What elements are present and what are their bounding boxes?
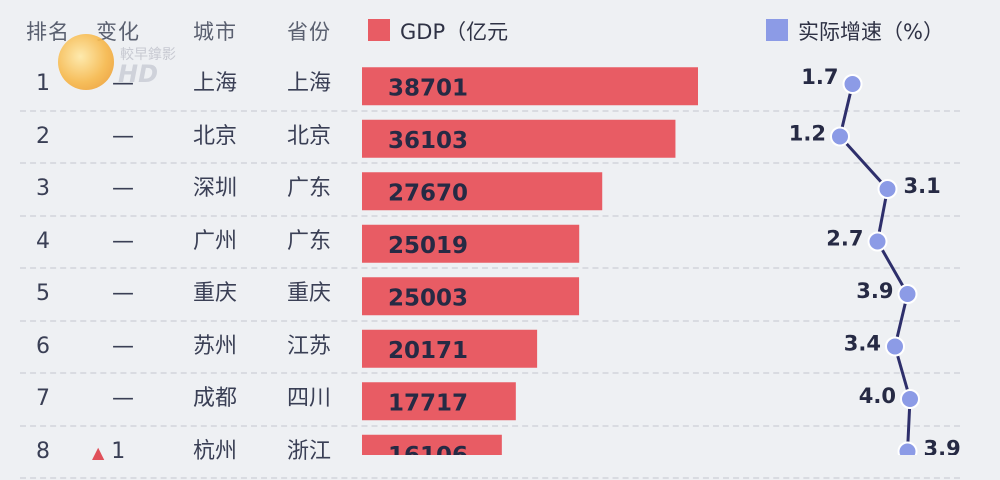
gdp-bar: [362, 277, 580, 316]
gdp-bar: [362, 172, 603, 211]
growth-point: [877, 179, 898, 199]
city-cell: 重庆: [193, 281, 238, 306]
row-separator: [20, 214, 960, 217]
gdp-data-label: 17717: [388, 390, 468, 416]
change-cell: —: [112, 176, 134, 201]
row-separator: [20, 109, 960, 112]
row-separator: [20, 424, 960, 427]
gdp-bar: [362, 224, 580, 263]
row-separator: [20, 162, 960, 164]
rank-cell: 2: [36, 123, 50, 149]
change-cell: —: [112, 123, 134, 149]
table-row: 2 — 北京 北京: [0, 110, 1000, 164]
rank-cell: 5: [36, 281, 50, 306]
gdp-bar: [362, 67, 698, 106]
change-cell: —: [112, 71, 134, 96]
table-row: 4 — 广州 广东: [0, 215, 1000, 269]
province-cell: 江苏: [287, 333, 332, 359]
city-header: 城市: [193, 20, 237, 44]
growth-data-label: 3.1: [904, 174, 941, 198]
growth-point: [830, 126, 850, 147]
hd-watermark: HD: [118, 60, 159, 88]
gdp-data-label: 36103: [388, 128, 468, 154]
gdp-data-label: 25019: [388, 233, 468, 259]
row-separator: [20, 372, 960, 374]
table-row: 7 — 成都 四川: [0, 372, 1000, 426]
city-cell: 苏州: [193, 333, 238, 359]
province-cell: 四川: [287, 386, 332, 411]
gdp-legend-swatch: [368, 19, 390, 41]
growth-legend-swatch: [766, 19, 788, 41]
rank-cell: 7: [36, 386, 50, 411]
rank-cell: 1: [36, 71, 50, 96]
gdp-legend-label: GDP（亿元: [400, 20, 509, 44]
growth-data-label: 1.2: [789, 122, 826, 146]
gdp-growth-chart: 38701 36103 27670 25019 25003 20171 17717 16106…: [362, 65, 961, 456]
province-cell: 上海: [287, 71, 332, 96]
change-cell: —: [112, 386, 134, 411]
gdp-bar: [362, 119, 676, 158]
province-cell: 广东: [287, 176, 332, 201]
rank-header: 排名: [26, 20, 70, 44]
growth-point: [885, 336, 905, 357]
table-row: 5 — 重庆 重庆: [0, 267, 1000, 321]
gdp-data-label: 20171: [388, 338, 468, 364]
growth-point: [842, 74, 863, 94]
rank-cell: 4: [36, 228, 50, 254]
table-row: 3 — 深圳 广东: [0, 162, 1000, 216]
row-separator: [20, 267, 960, 269]
table-row: 6 — 苏州 江苏: [0, 320, 1000, 374]
gdp-data-label: 25003: [388, 285, 468, 311]
channel-watermark: 較早鎿影: [120, 47, 176, 63]
gdp-bar: [362, 434, 502, 455]
gdp-data-label: 38701: [388, 75, 468, 101]
city-cell: 深圳: [193, 176, 238, 201]
growth-point: [900, 389, 920, 409]
growth-data-label: 3.9: [924, 437, 961, 456]
city-cell: 北京: [193, 123, 238, 149]
gdp-data-label: 16106: [388, 443, 468, 455]
province-cell: 重庆: [287, 281, 332, 306]
growth-data-label: 3.9: [856, 279, 893, 303]
city-cell: 成都: [193, 386, 238, 411]
growth-data-label: 2.7: [826, 227, 863, 251]
row-separator: [20, 319, 960, 322]
growth-legend-label: 实际增速（%）: [798, 20, 944, 44]
rank-cell: 3: [36, 176, 50, 201]
growth-point: [867, 231, 888, 252]
gdp-data-label: 27670: [388, 180, 468, 206]
table-header: 排名 变化 城市 省份 GDP（亿元 实际增速（%）: [0, 0, 1000, 60]
channel-logo-icon: [58, 34, 114, 90]
city-cell: 广州: [193, 228, 238, 254]
change-cell: —: [112, 281, 134, 306]
growth-data-label: 4.0: [859, 384, 896, 408]
growth-point: [897, 441, 918, 455]
gdp-bar: [362, 329, 538, 368]
change-cell: —: [112, 333, 134, 359]
gdp-bar: [362, 382, 516, 421]
table-row: 1 — 上海 上海: [0, 57, 1000, 111]
rank-cell: 6: [36, 333, 50, 359]
change-cell: —: [112, 228, 134, 254]
province-header: 省份: [287, 20, 331, 44]
growth-data-label: 1.7: [801, 65, 838, 89]
province-cell: 广东: [287, 228, 332, 254]
province-cell: 北京: [287, 123, 332, 149]
growth-data-label: 3.4: [844, 332, 881, 356]
city-cell: 上海: [193, 71, 238, 96]
growth-point: [897, 284, 918, 304]
